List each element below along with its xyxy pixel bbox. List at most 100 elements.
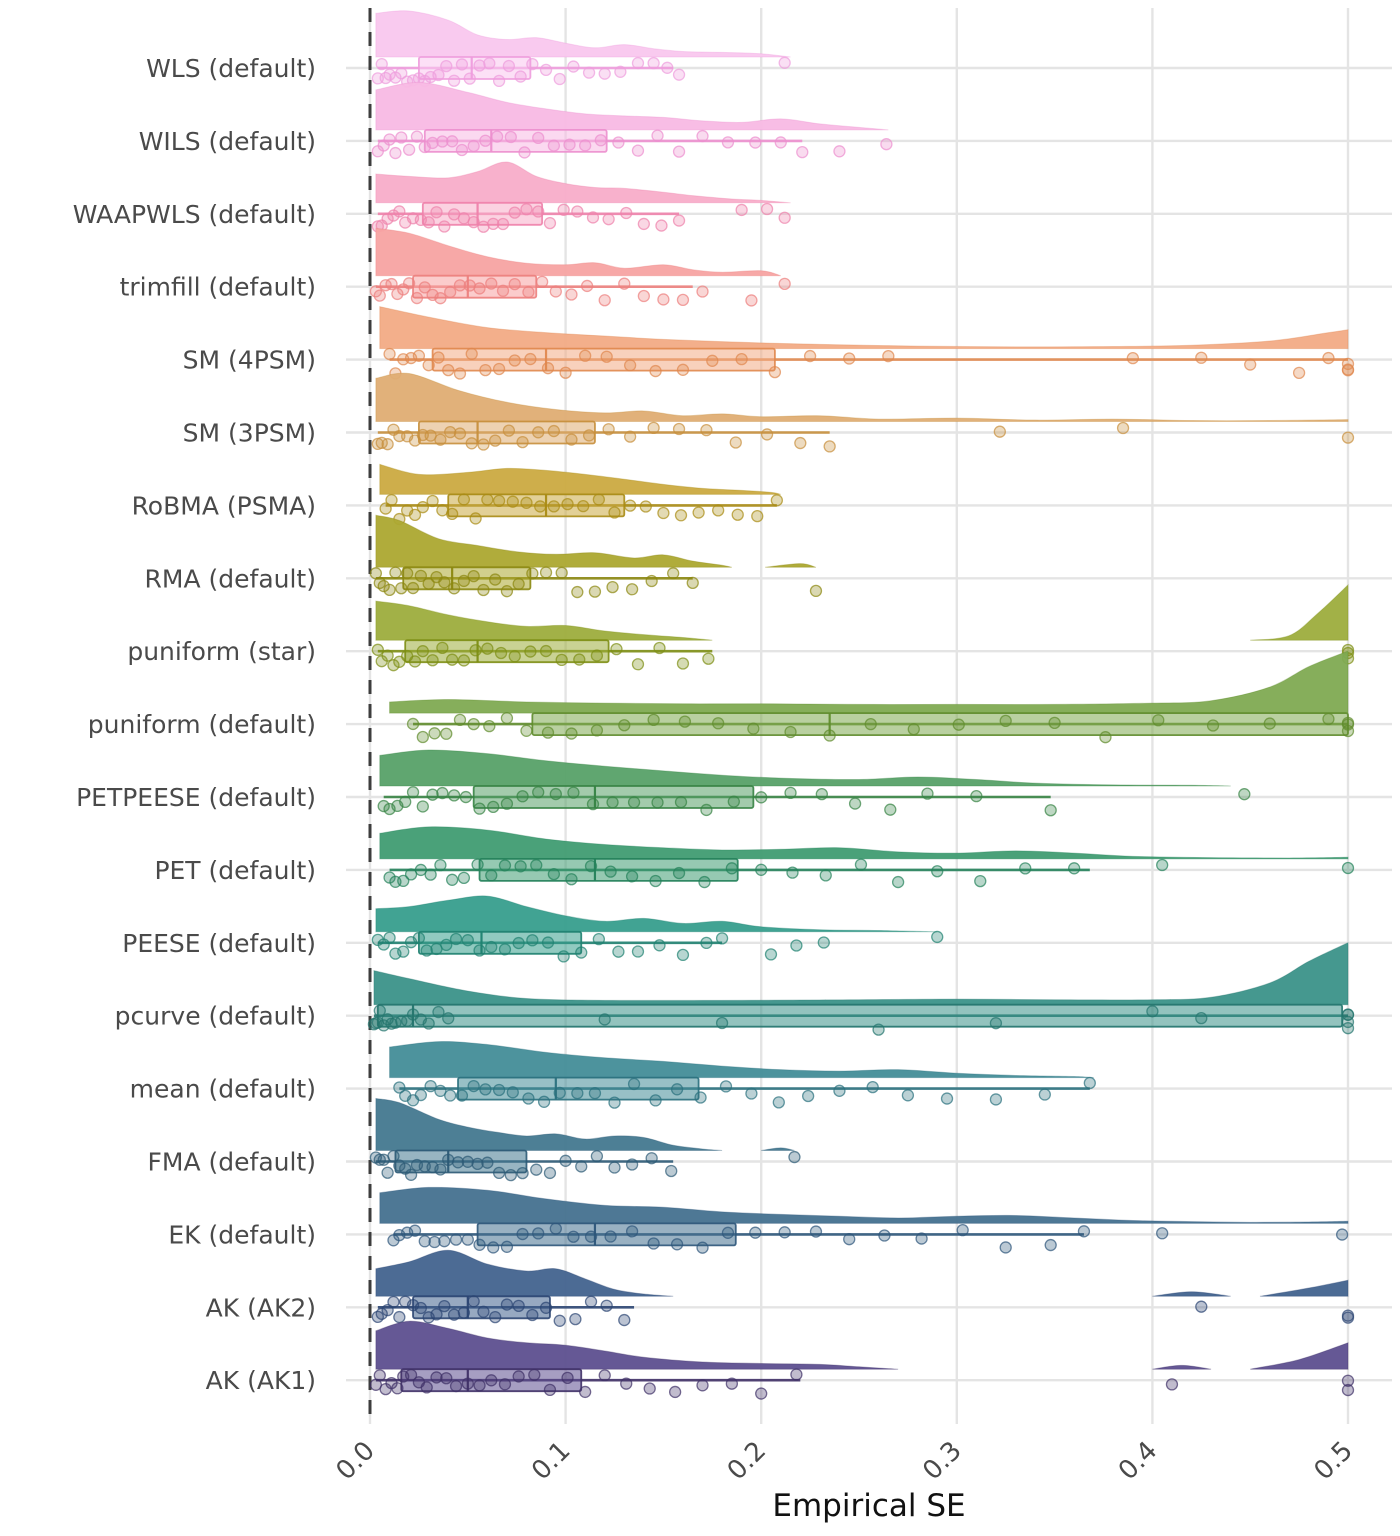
violin-density bbox=[375, 227, 781, 277]
data-point bbox=[418, 281, 431, 294]
data-point bbox=[412, 931, 426, 945]
data-point bbox=[649, 364, 662, 378]
data-point bbox=[1322, 351, 1335, 365]
data-point bbox=[537, 1095, 551, 1108]
data-point bbox=[422, 577, 435, 590]
data-point bbox=[387, 1149, 400, 1163]
data-point bbox=[553, 1086, 566, 1099]
data-point bbox=[467, 1079, 480, 1093]
data-point bbox=[751, 510, 764, 523]
series-row bbox=[371, 583, 1355, 672]
data-point bbox=[395, 582, 408, 595]
data-point bbox=[457, 1306, 471, 1319]
data-point bbox=[457, 493, 471, 506]
data-point bbox=[383, 931, 396, 944]
data-point bbox=[377, 799, 390, 813]
data-point bbox=[745, 1087, 758, 1100]
data-point bbox=[426, 654, 439, 667]
violin-density bbox=[389, 1041, 1094, 1079]
data-point bbox=[385, 277, 398, 291]
data-point bbox=[555, 566, 568, 579]
data-point bbox=[653, 939, 666, 952]
data-point bbox=[426, 494, 439, 508]
data-point bbox=[702, 652, 715, 665]
data-point bbox=[584, 1230, 598, 1243]
data-point bbox=[582, 66, 596, 79]
data-point bbox=[584, 859, 598, 873]
data-point bbox=[735, 203, 748, 217]
violin-density bbox=[379, 826, 1349, 860]
data-point bbox=[465, 347, 478, 361]
data-point bbox=[526, 1308, 539, 1322]
data-point bbox=[1263, 717, 1276, 730]
data-point bbox=[1068, 862, 1081, 875]
data-point bbox=[506, 495, 519, 508]
data-point bbox=[469, 644, 482, 657]
data-point bbox=[590, 724, 604, 737]
y-axis-label: SM (4PSM) bbox=[183, 346, 316, 375]
data-point bbox=[449, 932, 463, 946]
data-point bbox=[755, 791, 768, 804]
data-point bbox=[473, 1379, 486, 1392]
data-point bbox=[760, 428, 774, 441]
data-point bbox=[1341, 718, 1355, 731]
data-point bbox=[815, 787, 828, 801]
data-point bbox=[408, 1224, 422, 1237]
y-axis-label: RMA (default) bbox=[145, 564, 316, 593]
data-point bbox=[399, 795, 412, 808]
data-point bbox=[706, 354, 719, 367]
data-point bbox=[485, 869, 498, 882]
data-point bbox=[453, 279, 467, 292]
data-point bbox=[631, 144, 645, 157]
data-point bbox=[639, 500, 652, 513]
y-axis-label: WLS (default) bbox=[146, 54, 316, 83]
data-point bbox=[410, 130, 424, 143]
data-point bbox=[625, 1158, 639, 1171]
data-point bbox=[1341, 1008, 1355, 1021]
y-axis-label: RoBMA (PSMA) bbox=[132, 491, 316, 520]
data-point bbox=[508, 277, 521, 291]
data-point bbox=[1335, 1228, 1349, 1241]
data-point bbox=[444, 425, 457, 439]
data-point bbox=[555, 653, 568, 667]
data-point bbox=[389, 146, 402, 160]
data-point bbox=[631, 56, 645, 70]
data-point bbox=[1341, 1311, 1355, 1324]
data-point bbox=[440, 59, 453, 73]
data-point bbox=[393, 1310, 406, 1324]
data-point bbox=[471, 1157, 484, 1171]
data-point bbox=[931, 865, 944, 878]
data-point bbox=[623, 359, 637, 372]
data-point bbox=[504, 130, 517, 144]
data-point bbox=[1077, 1225, 1091, 1238]
data-point bbox=[485, 940, 498, 954]
data-point bbox=[534, 500, 547, 513]
series-row bbox=[369, 1320, 1355, 1400]
data-point bbox=[453, 713, 467, 727]
data-point bbox=[473, 802, 486, 815]
data-point bbox=[440, 727, 453, 740]
data-point bbox=[516, 1166, 529, 1180]
data-point bbox=[481, 1156, 494, 1169]
data-point bbox=[1116, 421, 1130, 435]
data-point bbox=[512, 577, 525, 591]
y-axis-label: puniform (star) bbox=[127, 637, 316, 666]
data-point bbox=[878, 1229, 891, 1242]
data-point bbox=[1044, 804, 1057, 817]
data-point bbox=[623, 430, 637, 443]
data-point bbox=[455, 58, 469, 71]
data-point bbox=[571, 1087, 584, 1100]
data-point bbox=[498, 859, 512, 872]
series-row bbox=[371, 1249, 1355, 1327]
data-point bbox=[731, 508, 744, 521]
data-point bbox=[631, 945, 645, 958]
data-point bbox=[647, 421, 660, 435]
data-point bbox=[579, 139, 592, 152]
violin-density bbox=[1152, 1291, 1231, 1297]
data-point bbox=[778, 1226, 791, 1239]
data-point bbox=[455, 143, 469, 157]
data-point bbox=[414, 1088, 428, 1102]
data-point bbox=[498, 1378, 512, 1391]
data-point bbox=[989, 1017, 1003, 1030]
data-point bbox=[526, 567, 539, 580]
